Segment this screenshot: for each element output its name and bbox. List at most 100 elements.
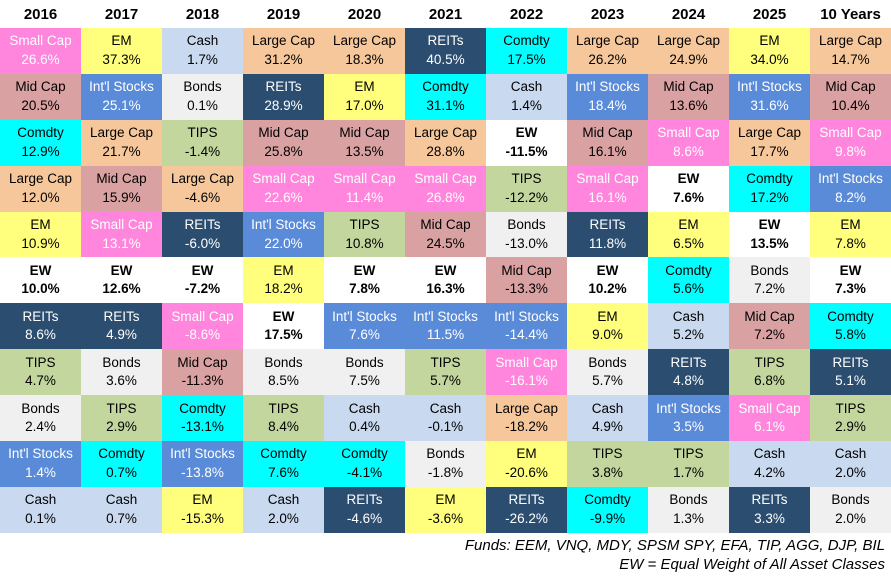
- asset-class-label: Cash: [186, 33, 219, 49]
- return-value: 17.7%: [750, 143, 789, 159]
- return-value: 15.9%: [102, 189, 141, 205]
- return-value: 7.5%: [349, 373, 380, 389]
- return-value: -4.1%: [346, 464, 383, 480]
- return-cell: Cash 4.9%: [567, 395, 648, 442]
- return-cell: TIPS 8.4%: [243, 395, 324, 442]
- asset-class-label: Large Cap: [170, 171, 235, 187]
- return-cell: EM 17.0%: [324, 73, 405, 120]
- asset-class-label: Int'l Stocks: [332, 308, 397, 324]
- return-value: 5.7%: [592, 373, 623, 389]
- return-value: 0.1%: [187, 97, 218, 113]
- asset-class-label: Int'l Stocks: [737, 79, 802, 95]
- asset-class-label: Cash: [24, 492, 57, 508]
- return-cell: Mid Cap 25.8%: [243, 119, 324, 166]
- return-value: 4.2%: [754, 464, 785, 480]
- return-value: 34.0%: [750, 51, 789, 67]
- return-cell: Comdty 0.7%: [81, 441, 162, 487]
- return-value: 17.5%: [264, 327, 303, 343]
- return-cell: Int'l Stocks 22.0%: [243, 211, 324, 258]
- return-value: 4.8%: [673, 373, 704, 389]
- return-cell: Mid Cap 13.5%: [324, 119, 405, 166]
- asset-class-label: Cash: [753, 446, 786, 462]
- asset-class-label: Comdty: [341, 446, 388, 462]
- asset-class-label: EW: [758, 217, 781, 232]
- return-cell: Large Cap 18.3%: [324, 28, 405, 74]
- asset-class-label: REITs: [184, 217, 221, 232]
- asset-class-label: REITs: [346, 492, 383, 508]
- return-cell: EM 9.0%: [567, 303, 648, 350]
- return-cell: Bonds 8.5%: [243, 349, 324, 396]
- return-value: 13.5%: [750, 235, 789, 251]
- asset-class-label: Bonds: [345, 354, 384, 370]
- return-cell: Mid Cap -11.3%: [162, 349, 243, 396]
- return-cell: REITs -6.0%: [162, 211, 243, 258]
- return-value: 6.8%: [754, 373, 785, 389]
- return-cell: REITs -26.2%: [486, 486, 567, 533]
- return-cell: Int'l Stocks 8.2%: [810, 165, 891, 212]
- asset-class-label: Bonds: [669, 492, 708, 508]
- return-value: 22.6%: [264, 189, 303, 205]
- return-cell: REITs 8.6%: [0, 303, 81, 350]
- return-value: 16.1%: [588, 189, 627, 205]
- return-cell: EW -7.2%: [162, 257, 243, 304]
- asset-class-label: TIPS: [835, 400, 866, 416]
- return-value: 3.5%: [673, 419, 704, 435]
- return-value: 7.8%: [835, 235, 866, 251]
- asset-class-label: TIPS: [25, 354, 56, 370]
- return-value: -7.2%: [184, 281, 221, 297]
- asset-class-label: EW: [515, 125, 538, 141]
- asset-class-label: Comdty: [827, 308, 874, 324]
- return-value: 31.1%: [426, 97, 465, 113]
- return-cell: Small Cap 8.6%: [648, 119, 729, 166]
- return-cell: Small Cap 13.1%: [81, 211, 162, 258]
- return-cell: Cash 2.0%: [810, 441, 891, 487]
- return-value: 8.2%: [835, 189, 866, 205]
- return-cell: REITs 40.5%: [405, 28, 486, 74]
- asset-class-label: Large Cap: [656, 33, 721, 49]
- return-cell: EM -15.3%: [162, 486, 243, 533]
- return-cell: Bonds 0.1%: [162, 73, 243, 120]
- return-cell: TIPS 5.7%: [405, 349, 486, 396]
- return-cell: Bonds -1.8%: [405, 441, 486, 487]
- return-value: 17.5%: [507, 51, 546, 67]
- return-value: 9.0%: [592, 327, 623, 343]
- return-cell: EM -3.6%: [405, 486, 486, 533]
- return-value: -0.1%: [427, 419, 464, 435]
- return-cell: Large Cap 17.7%: [729, 119, 810, 166]
- return-cell: Bonds -13.0%: [486, 211, 567, 258]
- return-value: 1.4%: [511, 97, 542, 113]
- asset-class-label: TIPS: [673, 446, 704, 462]
- asset-class-label: Int'l Stocks: [413, 308, 478, 324]
- return-cell: Cash 1.4%: [486, 73, 567, 120]
- return-cell: TIPS 2.9%: [810, 395, 891, 442]
- return-value: 3.6%: [106, 373, 137, 389]
- return-value: 7.8%: [349, 281, 380, 297]
- asset-class-label: REITs: [751, 492, 788, 508]
- asset-class-label: Small Cap: [738, 400, 801, 416]
- return-cell: EM 37.3%: [81, 28, 162, 74]
- return-cell: Cash 0.7%: [81, 486, 162, 533]
- asset-class-label: Cash: [267, 492, 300, 508]
- asset-class-label: TIPS: [754, 354, 785, 370]
- return-cell: Large Cap 21.7%: [81, 119, 162, 166]
- return-cell: Bonds 2.0%: [810, 486, 891, 533]
- return-value: 18.3%: [345, 51, 384, 67]
- asset-class-label: EM: [678, 217, 699, 232]
- asset-class-label: Bonds: [183, 79, 222, 95]
- asset-class-label: TIPS: [106, 400, 137, 416]
- return-cell: Cash 1.7%: [162, 28, 243, 74]
- asset-class-label: Mid Cap: [744, 308, 795, 324]
- return-value: 12.9%: [21, 143, 60, 159]
- return-value: -9.9%: [589, 510, 626, 526]
- return-cell: Int'l Stocks 1.4%: [0, 441, 81, 487]
- return-value: -15.3%: [181, 510, 224, 526]
- asset-class-label: Comdty: [503, 33, 550, 49]
- return-cell: REITs 11.8%: [567, 211, 648, 258]
- return-cell: EW 17.5%: [243, 303, 324, 350]
- asset-class-label: Bonds: [750, 262, 789, 278]
- return-value: 5.7%: [430, 373, 461, 389]
- return-cell: EM 34.0%: [729, 28, 810, 74]
- return-value: 28.9%: [264, 97, 303, 113]
- return-value: 17.2%: [750, 189, 789, 205]
- return-value: 21.7%: [102, 143, 141, 159]
